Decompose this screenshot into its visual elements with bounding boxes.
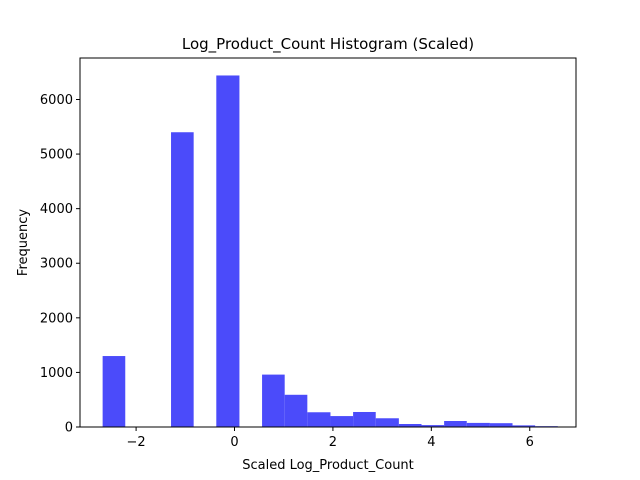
x-tick-label: 4 <box>427 435 435 450</box>
histogram-bar-14 <box>421 425 445 427</box>
x-axis-label: Scaled Log_Product_Count <box>242 458 414 473</box>
y-tick-label: 1000 <box>40 366 73 381</box>
histogram-bar-3 <box>171 132 194 428</box>
histogram-bar-5 <box>216 75 240 427</box>
histogram-bar-12 <box>375 418 399 427</box>
histogram-bar-16 <box>466 422 490 427</box>
histogram-bar-17 <box>489 423 513 427</box>
histogram-bar-8 <box>284 394 308 427</box>
x-tick-label: 0 <box>230 435 238 450</box>
y-tick-label: 6000 <box>40 93 73 108</box>
y-tick-label: 5000 <box>40 148 73 163</box>
y-tick-label: 0 <box>65 421 73 436</box>
x-tick-label: 2 <box>329 435 337 450</box>
y-tick-label: 4000 <box>40 202 73 217</box>
histogram-bar-11 <box>353 411 376 427</box>
bars-group <box>102 75 558 428</box>
chart-title: Log_Product_Count Histogram (Scaled) <box>182 35 474 54</box>
y-tick-label: 2000 <box>40 311 73 326</box>
histogram-bar-15 <box>444 421 467 427</box>
x-axis-ticks: −2 0 2 4 6 <box>127 427 534 450</box>
histogram-bar-7 <box>262 374 285 427</box>
plot-frame <box>79 57 577 428</box>
histogram-bar-0 <box>102 356 126 427</box>
histogram-bar-9 <box>307 412 331 427</box>
y-tick-label: 3000 <box>40 257 73 272</box>
histogram-bar-13 <box>398 424 422 427</box>
histogram-bar-10 <box>330 416 354 427</box>
x-tick-label: 6 <box>526 435 534 450</box>
histogram-bar-18 <box>512 425 536 427</box>
y-axis-ticks: 0 1000 2000 3000 4000 5000 6000 <box>40 93 80 436</box>
y-axis-label: Frequency <box>16 209 31 276</box>
x-tick-label: −2 <box>127 435 146 450</box>
